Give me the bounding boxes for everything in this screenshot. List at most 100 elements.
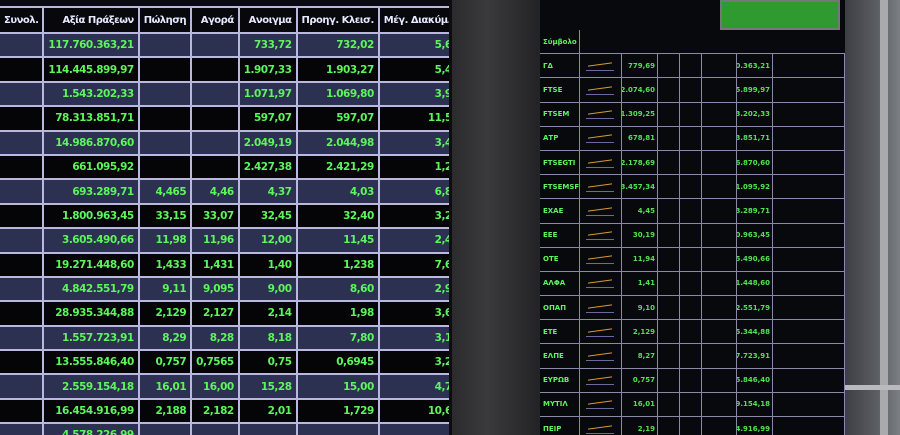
- table-cell: [0, 105, 45, 132]
- table-cell: 2,182: [190, 397, 240, 425]
- blank-cell: [658, 320, 680, 344]
- blank-cell: [658, 102, 680, 126]
- blank-cell: [773, 223, 845, 247]
- table-cell: 114.445.899,97: [42, 56, 140, 83]
- blank-cell: [658, 368, 680, 392]
- table-cell: 33,15: [137, 202, 193, 230]
- table-cell: 0,757: [137, 349, 193, 376]
- table-cell: [137, 31, 193, 59]
- table-cell: 3,45%: [377, 129, 449, 156]
- table-cell: 16.454.916,99: [42, 397, 140, 425]
- blank-cell: [773, 102, 845, 126]
- blank-cell: [702, 150, 737, 175]
- table-cell: [237, 422, 298, 435]
- table-cell: 14.986.870,60: [42, 129, 140, 156]
- ticker-price: 2.178,69: [622, 150, 658, 175]
- sparkline: [585, 61, 614, 71]
- table-cell: 661.095,92: [42, 153, 140, 181]
- table-cell: 32,45: [237, 202, 298, 230]
- table-cell: 28.935.344,88: [42, 300, 140, 327]
- sparkline: [585, 399, 614, 410]
- ticker-price: 779,69: [622, 54, 658, 78]
- left-quote-board: Συνολ. Αξία Πράξεων Πώληση Αγορά Ανοιγμα Προη…: [0, 0, 452, 435]
- ticker-row: ΕΕΕ 30,19 1.800.963,45: [540, 223, 845, 248]
- sparkline: [585, 254, 614, 265]
- sparkline: [585, 375, 614, 386]
- table-cell: 1,238: [295, 251, 380, 278]
- value-cell: 114.445.899,97: [737, 78, 773, 102]
- blank-cell: [680, 320, 702, 344]
- table-cell: 4,03: [295, 178, 380, 205]
- table-cell: 9,11: [137, 275, 193, 303]
- blank-cell: [773, 150, 845, 175]
- column-header: Ανοιγμα: [237, 6, 298, 34]
- ticker-price: 30,19: [622, 223, 658, 247]
- table-cell: 15,00: [295, 373, 380, 400]
- blank-cell: [773, 320, 845, 344]
- blank-cell: [658, 126, 680, 150]
- table-cell: [190, 31, 240, 59]
- glass-window: [845, 0, 900, 435]
- sparkline-cell: [580, 296, 622, 320]
- table-cell: 1.071,97: [237, 80, 298, 108]
- table-cell: [295, 422, 380, 435]
- ticker-symbol: FTSEMSFW: [540, 175, 580, 199]
- value-cell: 2.559.154,18: [737, 392, 773, 416]
- blank-cell: [773, 344, 845, 368]
- table-cell: 2,01: [237, 397, 298, 425]
- table-cell: 117.760.363,21: [42, 31, 140, 59]
- ticker-symbol: ΑΛΦΑ: [540, 271, 580, 296]
- blank-cell: [702, 368, 737, 392]
- ticker-row: ΑΤΡ 678,81 78.313.851,71: [540, 126, 845, 151]
- column-header: Πώληση: [137, 6, 193, 34]
- blank-cell: [680, 102, 702, 126]
- blank-cell: [702, 392, 737, 416]
- blank-cell: [680, 392, 702, 416]
- table-row: 1.557.723,918,298,288,187,803,11%: [0, 324, 449, 352]
- table-cell: 19.271.448,60: [42, 251, 140, 278]
- value-cell: 1.800.963,45: [737, 223, 773, 247]
- value-cell: 1.557.723,91: [737, 344, 773, 368]
- table-cell: 2.044,98: [295, 129, 380, 156]
- value-cell: 28.935.344,88: [737, 320, 773, 344]
- ticker-row: ΟΠΑΠ 9,10 4.842.551,79: [540, 296, 845, 321]
- sparkline: [585, 109, 614, 120]
- ticker-row: FTSEM 1.309,25 1.543.202,33: [540, 102, 845, 127]
- value-cell: 19.271.448,60: [737, 271, 773, 296]
- table-cell: 4,78%: [377, 373, 449, 400]
- blank-cell: [658, 150, 680, 175]
- sparkline-cell: [580, 271, 622, 296]
- blank-cell: [658, 417, 680, 435]
- ticker-symbol: ΓΔ: [540, 54, 580, 78]
- table-cell: 2,127: [190, 300, 240, 327]
- ticker-grid: Σύμβολο ΓΔ 779,69 117.760.363,21 FTSE 2.074,…: [540, 30, 845, 435]
- sparkline: [585, 327, 614, 337]
- blank-cell: [773, 368, 845, 392]
- table-cell: [0, 251, 45, 278]
- table-row: 14.986.870,60 2.049,192.044,983,45%: [0, 129, 449, 156]
- blank-cell: [658, 78, 680, 102]
- blank-cell: [680, 296, 702, 320]
- table-cell: 11,96: [190, 227, 240, 254]
- sparkline-cell: [580, 247, 622, 271]
- sparkline: [585, 303, 614, 313]
- table-header-row: Συνολ. Αξία Πράξεων Πώληση Αγορά Ανοιγμα Προη…: [0, 6, 449, 34]
- blank-cell: [702, 344, 737, 368]
- ticker-price: 16,01: [622, 392, 658, 416]
- table-cell: 1.543.202,33: [42, 80, 140, 108]
- ticker-row: ΓΔ 779,69 117.760.363,21: [540, 54, 845, 79]
- sparkline: [585, 85, 614, 95]
- blank-cell: [702, 247, 737, 271]
- table-cell: 8,29: [137, 324, 193, 352]
- table-cell: 1.903,27: [295, 56, 380, 83]
- table-cell: 4,37: [237, 178, 298, 205]
- table-cell: 16,01: [137, 373, 193, 400]
- ticker-price: 8,27: [622, 344, 658, 368]
